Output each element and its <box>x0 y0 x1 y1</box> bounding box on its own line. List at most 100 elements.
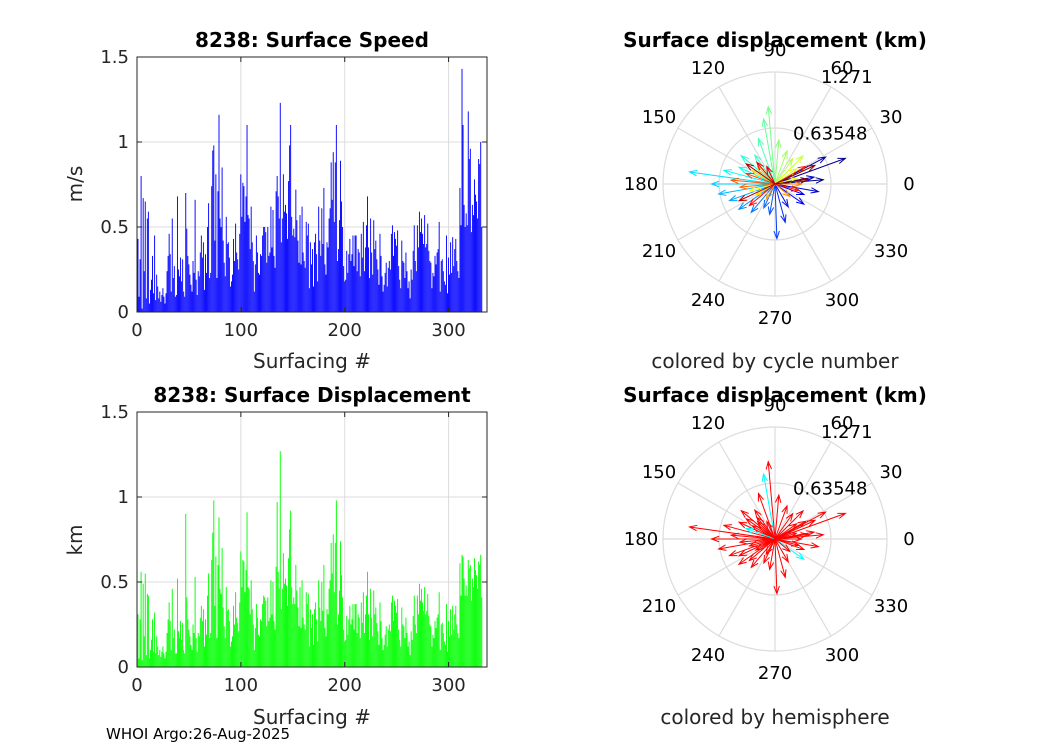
bar <box>187 255 189 312</box>
vector-shaft <box>738 538 776 557</box>
vector-shaft <box>749 538 776 547</box>
bar <box>206 272 207 312</box>
bar <box>373 590 375 667</box>
bar <box>471 578 473 667</box>
bar <box>302 252 304 312</box>
bar <box>427 593 429 667</box>
bar <box>438 221 440 312</box>
bar <box>387 629 389 667</box>
bar <box>386 646 388 667</box>
bar <box>215 174 217 312</box>
polar-angle-label: 120 <box>691 413 725 434</box>
bar <box>395 605 397 667</box>
bar <box>342 597 344 667</box>
bar <box>406 633 408 667</box>
bar <box>172 278 174 312</box>
bar <box>203 289 205 312</box>
bar <box>401 240 403 312</box>
bar <box>260 619 261 667</box>
vector-shaft <box>774 519 816 540</box>
bar <box>232 274 233 312</box>
vector-head <box>740 509 749 518</box>
bar <box>271 247 273 312</box>
bar <box>405 252 407 312</box>
bar <box>175 653 177 667</box>
bar <box>238 269 240 312</box>
vector-head <box>817 156 827 164</box>
bar <box>176 196 178 312</box>
vector-shaft <box>774 538 789 563</box>
bar <box>156 274 158 312</box>
bar <box>328 588 330 667</box>
bar <box>179 638 180 667</box>
bar <box>253 650 255 667</box>
bar <box>183 650 185 667</box>
bar <box>248 218 250 312</box>
bar <box>472 587 474 667</box>
bar <box>253 291 255 312</box>
bar <box>194 199 196 312</box>
vector-head <box>728 195 738 202</box>
bar <box>315 233 317 312</box>
bar <box>236 252 238 312</box>
bar <box>372 274 374 312</box>
vector-shaft <box>745 163 776 185</box>
bar <box>229 286 231 312</box>
bar <box>437 614 439 667</box>
bar <box>302 617 304 667</box>
vector-shaft <box>757 138 776 185</box>
bar <box>247 587 249 667</box>
bar <box>417 247 419 312</box>
bar <box>411 279 413 312</box>
bar <box>209 638 211 667</box>
bar <box>412 616 414 667</box>
bar <box>327 614 329 667</box>
bar <box>254 264 256 312</box>
bar <box>391 595 393 667</box>
bar <box>270 580 272 667</box>
bar <box>281 218 283 312</box>
bar <box>142 198 144 312</box>
bar <box>178 269 179 312</box>
bar <box>442 633 444 667</box>
bar <box>324 627 326 667</box>
bar <box>239 602 241 667</box>
bar <box>317 281 319 312</box>
vector-shaft <box>766 166 776 185</box>
bar <box>402 261 404 312</box>
bar <box>184 653 186 667</box>
bar <box>320 255 322 312</box>
polar-angle-label: 180 <box>624 174 658 195</box>
polar-angle-label: 0 <box>903 174 914 195</box>
vector-head <box>782 189 791 198</box>
bar <box>436 252 438 312</box>
bar <box>440 261 442 312</box>
bar <box>400 288 402 312</box>
bar <box>180 621 182 667</box>
vector-shaft <box>774 538 805 560</box>
bar <box>181 639 183 667</box>
vector-shaft <box>738 183 776 210</box>
bar <box>451 272 453 312</box>
bar <box>466 595 468 667</box>
vector-head <box>737 521 748 529</box>
bar <box>243 186 245 312</box>
bar <box>463 204 465 312</box>
vector-head <box>806 175 816 182</box>
bar <box>474 558 475 667</box>
bar <box>272 210 274 312</box>
bar <box>199 252 201 312</box>
bar <box>355 235 357 312</box>
bar <box>199 617 201 667</box>
polar-radial-label: 1.271 <box>821 67 873 88</box>
bar <box>263 227 265 312</box>
vector-shaft <box>731 179 776 185</box>
vector-shaft <box>774 183 799 191</box>
bar <box>167 619 169 667</box>
vector-head <box>755 161 765 171</box>
bar <box>399 279 401 312</box>
polar-cycle-title: Surface displacement (km) <box>623 28 927 52</box>
bar <box>345 279 347 312</box>
bar <box>410 631 412 667</box>
bar <box>275 191 277 312</box>
